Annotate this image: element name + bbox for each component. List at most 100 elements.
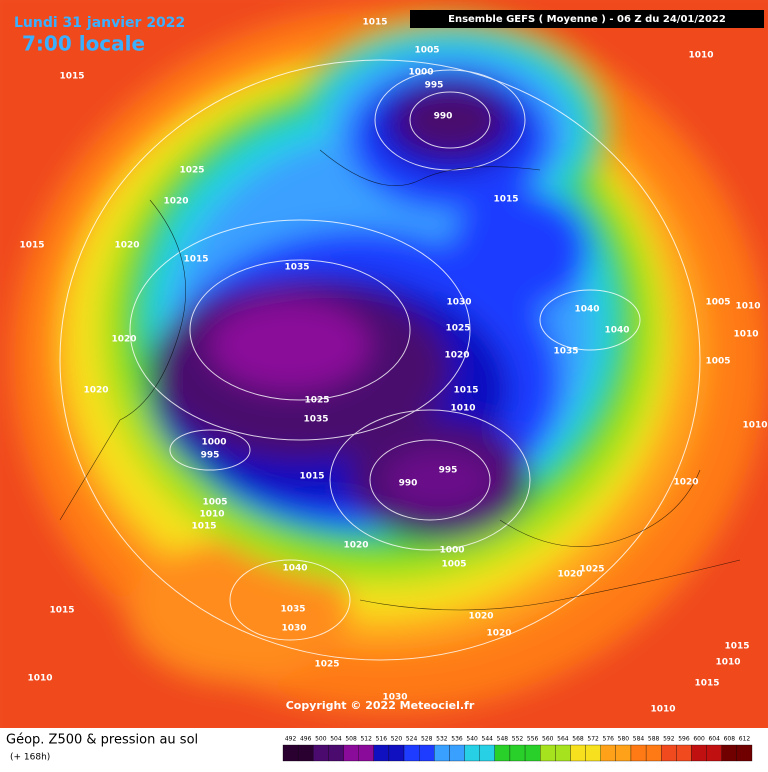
isobar-label: 1010: [735, 302, 760, 312]
isobar-label: 1015: [59, 72, 84, 82]
colorbar-swatch: [388, 744, 405, 762]
isobar-label: 1010: [733, 330, 758, 340]
isobar-label: 1015: [724, 642, 749, 652]
colorbar-swatch: [403, 744, 420, 762]
isobar-label: 990: [399, 479, 418, 489]
isobar-label: 1005: [441, 560, 466, 570]
isobar-label: 1020: [343, 541, 368, 551]
colorbar-label: 580: [618, 736, 630, 743]
isobar-label: 1030: [382, 693, 407, 703]
colorbar-swatch: [736, 744, 753, 762]
isobar-label: 1020: [673, 478, 698, 488]
isobar-label: 990: [434, 112, 453, 122]
colorbar-label: 548: [497, 736, 509, 743]
footer-title: Géop. Z500 & pression au sol: [6, 733, 198, 748]
banner: Ensemble GEFS ( Moyenne ) - 06 Z du 24/0…: [448, 14, 726, 25]
colorbar-swatch: [328, 744, 344, 762]
isobar-label: 1025: [314, 660, 339, 670]
isobar-label: 1010: [650, 705, 675, 715]
colorbar-label: 588: [648, 736, 660, 743]
colorbar-swatch: [661, 744, 677, 762]
isobar-label: 995: [201, 451, 220, 461]
isobar-label: 1025: [304, 396, 329, 406]
colorbar-swatch: [297, 744, 314, 762]
date: Lundi 31 janvier 2022: [14, 15, 185, 31]
colorbar-label: 496: [300, 736, 312, 743]
isobar-label: 1020: [486, 629, 511, 639]
isobar-labels: 1015 1005 1000 995 990 1015 1010 1025 1020 1015 10…: [19, 18, 767, 715]
isobar-label: 995: [439, 466, 458, 476]
isobar-label: 1020: [557, 570, 582, 580]
colorbar-label: 612: [739, 736, 751, 743]
isobar-label: 1015: [49, 606, 74, 616]
colorbar-label: 520: [391, 736, 403, 743]
isobar-label: 1020: [83, 386, 108, 396]
isobar-label: 1020: [444, 351, 469, 361]
isobar-label: 1020: [163, 197, 188, 207]
isobar-label: 1040: [282, 564, 307, 574]
colorbar-label: 572: [587, 736, 599, 743]
time: 7:00 locale: [22, 32, 145, 56]
colorbar-swatch: [282, 744, 299, 762]
isobar-label: 1030: [446, 298, 471, 308]
isobar-label: 1020: [468, 612, 493, 622]
isobar-label: 1015: [453, 386, 478, 396]
isobar-label: 1015: [493, 195, 518, 205]
isobar-label: 1040: [574, 305, 599, 315]
colorbar-label: 560: [542, 736, 554, 743]
isobar-label: 1010: [450, 404, 475, 414]
colorbar-label: 552: [512, 736, 524, 743]
copyright: Copyright © 2022 Meteociel.fr: [286, 699, 475, 712]
isobar-label: 1015: [191, 522, 216, 532]
colorbar-label: 508: [345, 736, 357, 743]
isobar-label: 1040: [604, 326, 629, 336]
isobar-label: 1015: [183, 255, 208, 265]
isobar-label: 1035: [303, 415, 328, 425]
isobar-label: 995: [425, 81, 444, 91]
isobar-label: 1015: [19, 241, 44, 251]
colorbar-swatch: [540, 744, 556, 762]
colorbar-swatch: [419, 744, 435, 762]
isobar-label: 1000: [408, 68, 433, 78]
colorbar-swatch: [645, 744, 662, 762]
colorbar-label: 528: [421, 736, 433, 743]
isobar-label: 1025: [445, 324, 470, 334]
colorbar-label: 568: [572, 736, 584, 743]
isobar-label: 1025: [179, 166, 204, 176]
isobars: [59, 59, 701, 661]
isobar-label: 1005: [414, 46, 439, 56]
colorbar-swatch: [524, 744, 541, 762]
colorbar-label: 536: [451, 736, 463, 743]
colorbar-label: 596: [678, 736, 690, 743]
colorbar-label: 544: [482, 736, 494, 743]
colorbar-label: 500: [315, 736, 327, 743]
colorbar-label: 532: [436, 736, 448, 743]
colorbar-swatch: [464, 744, 480, 762]
colorbar-swatch: [570, 744, 586, 762]
colorbar-swatch: [358, 744, 374, 762]
colorbar-label: 540: [466, 736, 478, 743]
colorbar-swatch: [630, 744, 647, 762]
colorbar-label: 600: [693, 736, 705, 743]
isobar-label: 1015: [694, 679, 719, 689]
colorbar-label: 564: [557, 736, 569, 743]
colorbar-swatch: [721, 744, 738, 762]
isobar-label: 1000: [201, 438, 226, 448]
coastlines: [59, 149, 741, 611]
colorbar-label: 556: [527, 736, 539, 743]
isobar-label: 1005: [202, 498, 227, 508]
isobar-label: 1035: [553, 347, 578, 357]
colorbar-label: 524: [406, 736, 418, 743]
banner-bg: [410, 10, 764, 28]
isobar-label: 1005: [705, 357, 730, 367]
colorbar-label: 592: [663, 736, 675, 743]
colorbar-swatch: [434, 744, 450, 762]
colorbar-label: 604: [708, 736, 720, 743]
colorbar-label: 576: [603, 736, 615, 743]
isobar-label: 1010: [199, 510, 224, 520]
colorbar-swatch: [494, 744, 511, 762]
isobar-label: 1030: [281, 624, 306, 634]
